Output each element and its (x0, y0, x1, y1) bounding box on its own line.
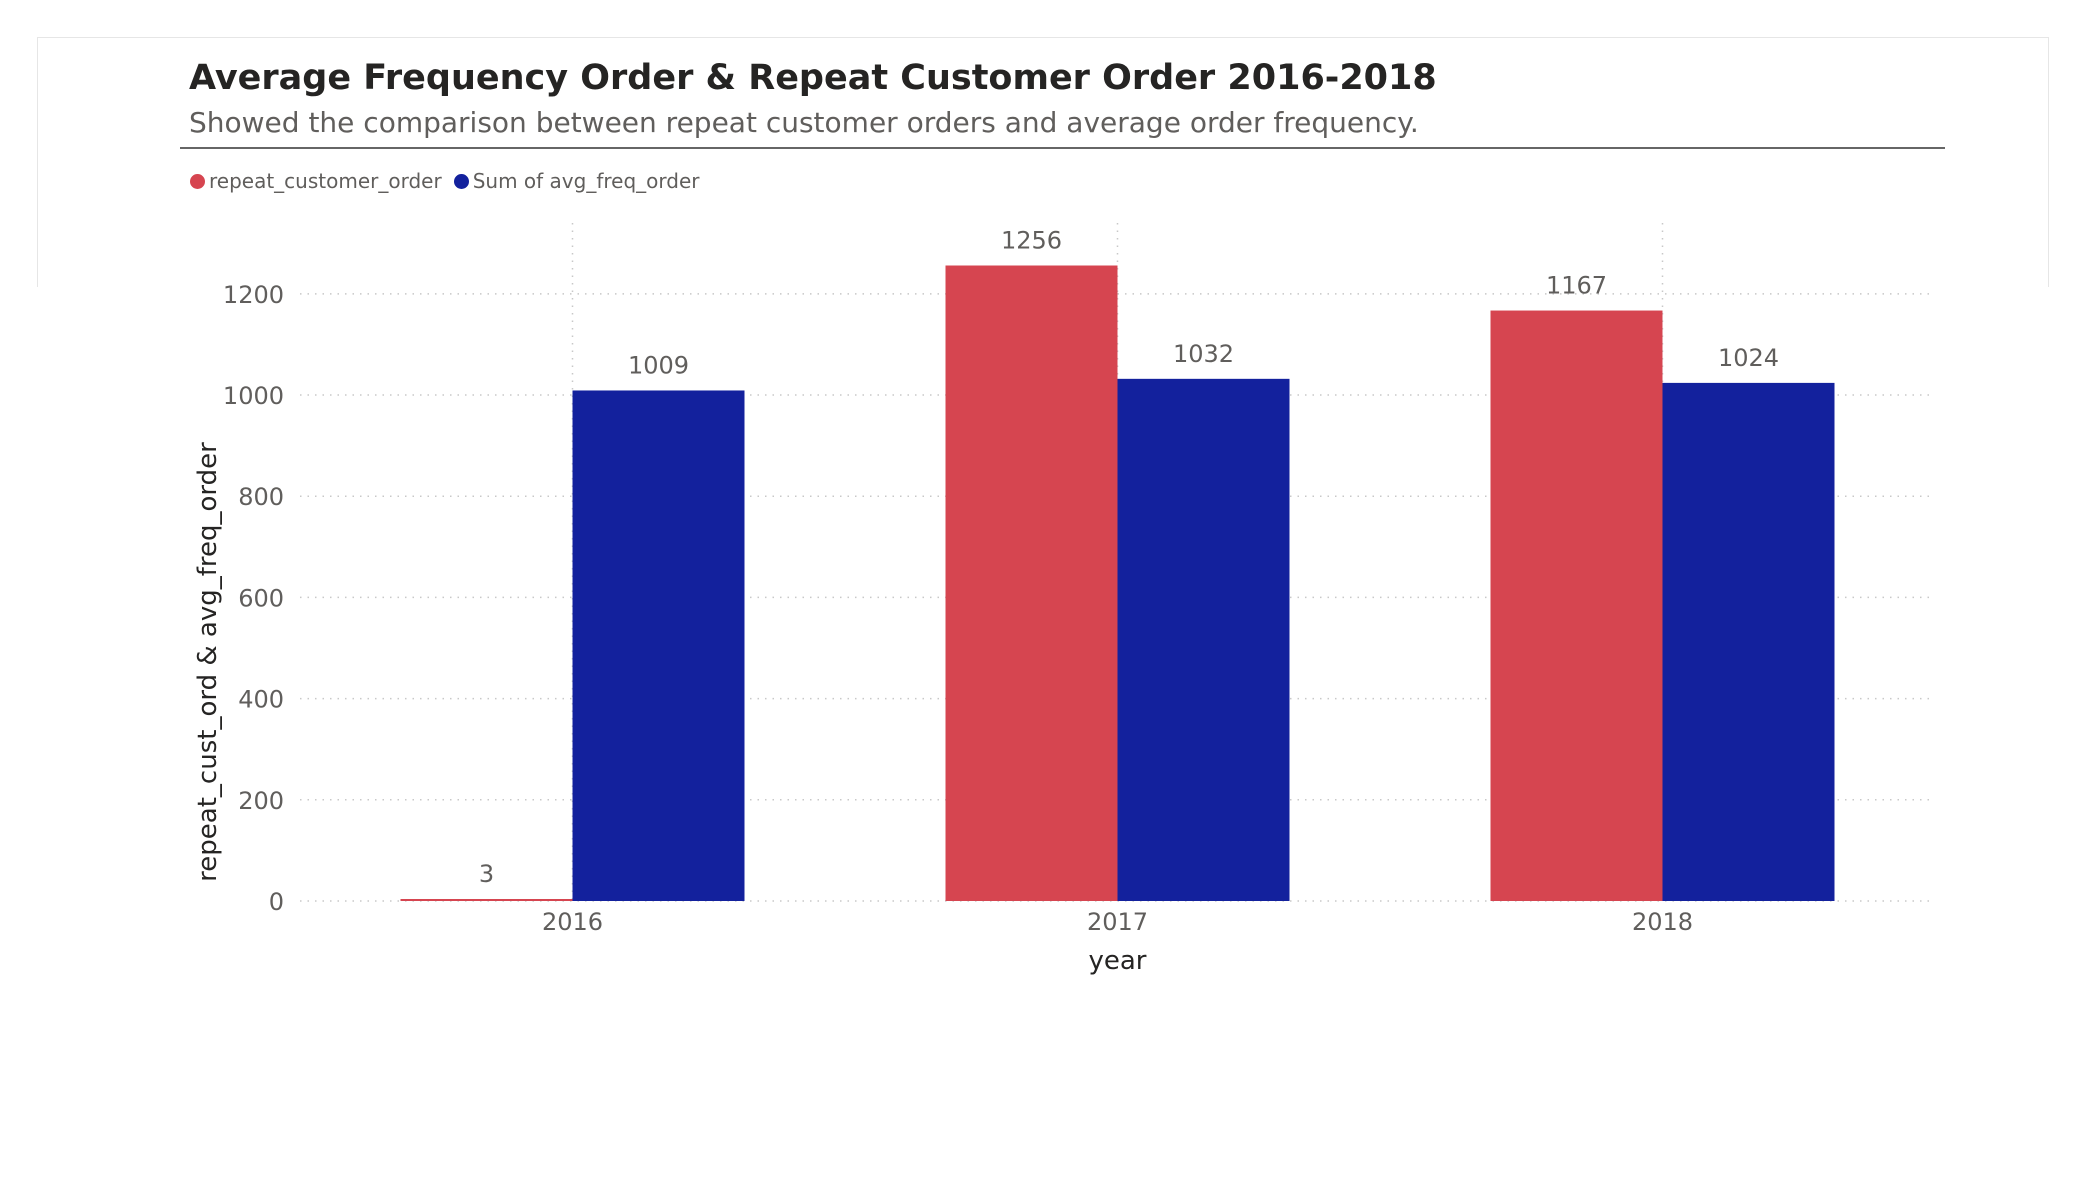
bar-repeat-customer-order-2018 (1490, 310, 1663, 901)
data-label: 3 (479, 860, 494, 888)
y-tick-label: 1200 (223, 281, 284, 309)
y-tick-label: 400 (238, 686, 284, 714)
bar-avg-freq-order-2017 (1117, 378, 1290, 901)
y-tick-label: 0 (269, 888, 284, 916)
data-label: 1032 (1173, 340, 1234, 368)
y-tick-label: 800 (238, 483, 284, 511)
data-label: 1009 (628, 351, 689, 379)
bar-repeat-customer-order-2016 (400, 899, 573, 901)
chart-legend: repeat_customer_order Sum of avg_freq_or… (190, 169, 712, 193)
x-axis-title: year (1088, 946, 1146, 976)
x-tick-label: 2018 (1632, 908, 1693, 936)
bar-avg-freq-order-2018 (1662, 382, 1835, 901)
legend-label-avg-freq-order: Sum of avg_freq_order (472, 169, 700, 193)
y-tick-label: 200 (238, 787, 284, 815)
title-divider (180, 147, 1945, 149)
data-label: 1024 (1718, 344, 1779, 372)
chart-title: Average Frequency Order & Repeat Custome… (189, 58, 1437, 98)
bar-repeat-customer-order-2017 (945, 265, 1118, 902)
y-axis-title: repeat_cust_ord & avg_freq_order (193, 442, 223, 882)
legend-dot-red (190, 173, 205, 189)
legend-label-repeat-customer-order: repeat_customer_order (209, 169, 442, 193)
data-label: 1167 (1546, 272, 1607, 300)
x-tick-label: 2017 (1087, 908, 1148, 936)
x-tick-label: 2016 (542, 908, 603, 936)
legend-item-avg-freq-order[interactable]: Sum of avg_freq_order (453, 169, 700, 193)
bar-avg-freq-order-2016 (572, 390, 745, 901)
visual-container (37, 37, 2049, 287)
y-tick-label: 1000 (223, 382, 284, 410)
legend-dot-blue (453, 173, 469, 189)
legend-item-repeat-customer-order[interactable]: repeat_customer_order (190, 169, 442, 193)
y-tick-label: 600 (238, 584, 284, 612)
data-label: 1256 (1001, 227, 1062, 255)
chart-subtitle: Showed the comparison between repeat cus… (189, 106, 1419, 139)
